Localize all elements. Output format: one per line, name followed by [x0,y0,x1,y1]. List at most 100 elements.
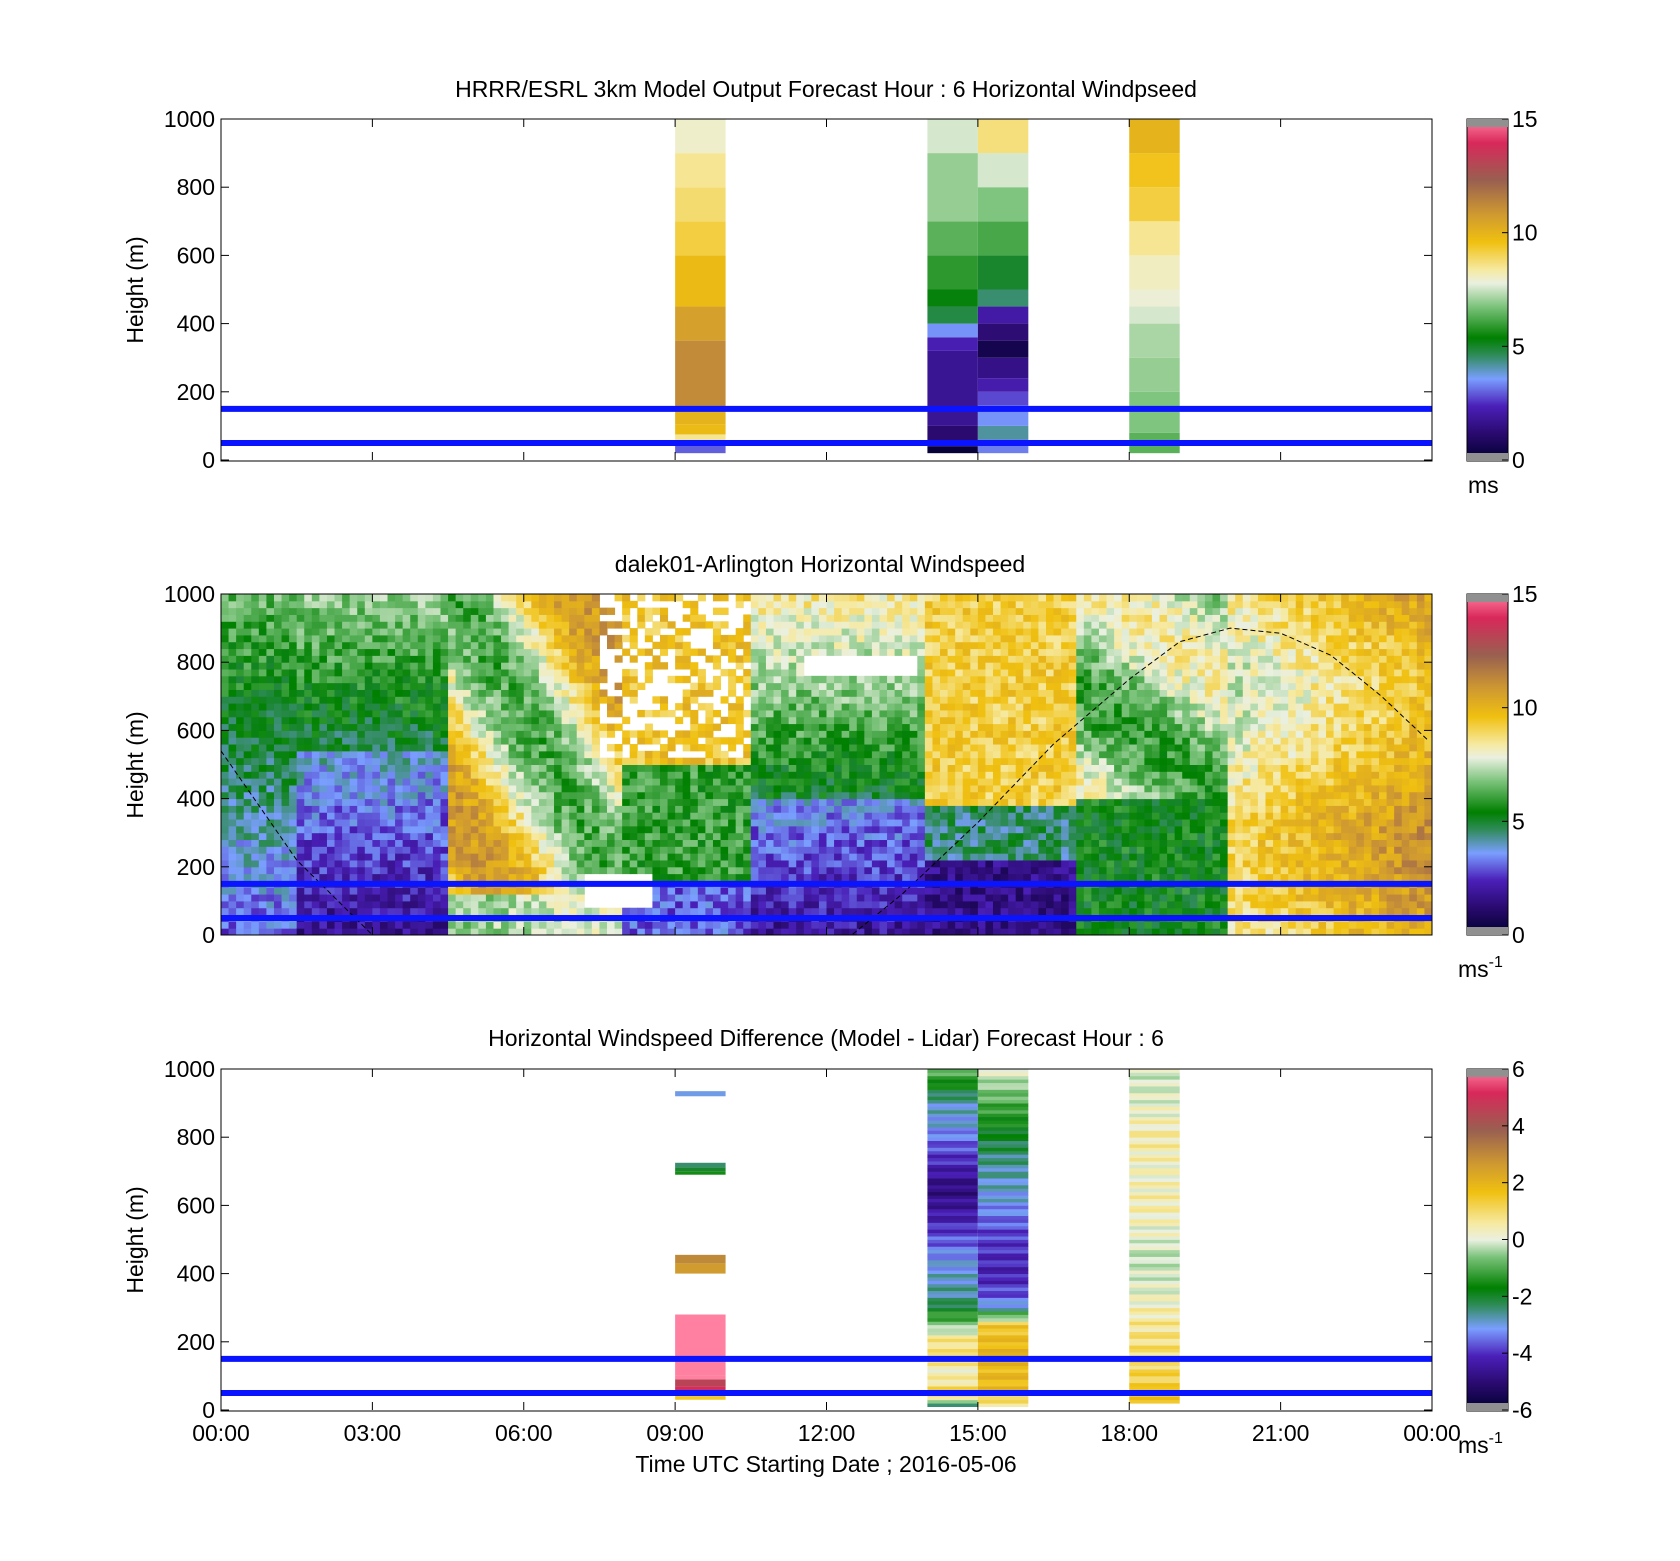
lidar-cell [917,634,926,643]
lidar-cell [425,928,434,935]
lidar-cell [304,607,313,615]
lidar-cell [470,696,479,704]
lidar-cell [818,832,827,841]
lidar-cell [463,662,472,670]
lidar-cell [955,805,964,813]
lidar-cell [410,798,419,806]
lidar-cell [266,819,275,827]
lidar-cell [720,866,729,875]
lidar-cell [349,675,358,684]
lidar-cell [228,696,237,704]
lidar-cell [501,682,510,690]
lidar-cell [803,737,812,745]
lidar-cell [955,655,964,663]
lidar-cell [357,839,366,847]
lidar-cell [417,784,426,793]
lidar-column [811,594,820,935]
lidar-cell [834,894,843,902]
lidar-column [243,594,252,935]
lidar-cell [932,614,941,622]
lidar-cell [432,900,441,909]
lidar-cell [372,723,381,731]
lidar-cell [455,655,464,663]
lidar-cell [236,696,245,704]
lidar-cell [501,669,510,677]
lidar-cell [591,805,600,813]
lidar-cell [334,784,343,793]
lidar-cell [221,778,230,786]
lidar-cell [985,825,994,834]
lidar-cell [342,839,351,847]
lidar-cell [485,839,494,847]
lidar-cell [750,825,759,834]
lidar-cell [546,682,555,690]
lidar-cell [584,784,593,793]
lidar-cell [387,907,396,916]
lidar-cell [909,744,918,752]
lidar-cell [584,594,593,602]
lidar-cell [887,607,896,615]
lidar-cell [501,600,510,609]
lidar-cell [304,709,313,718]
lidar-cell [326,641,336,650]
lidar-cell [523,798,532,806]
lidar-cell [667,594,676,602]
lidar-cell [818,648,827,656]
lidar-cell [902,784,911,793]
lidar-cell [584,648,593,656]
lidar-cell [834,784,843,793]
lidar-cell [463,689,472,697]
lidar-cell [561,853,570,861]
lidar-cell [221,621,230,629]
lidar-cell [425,866,434,875]
lidar-cell [448,866,457,875]
lidar-cell [425,907,434,916]
lidar-cell [379,819,389,827]
lidar-cell [432,812,441,820]
lidar-cell [349,791,358,800]
lidar-cell [841,621,850,629]
lidar-cell [304,628,313,636]
lidar-cell [561,819,570,827]
lidar-cell [440,716,449,725]
lidar-cell [796,778,805,786]
lidar-cell [379,744,389,752]
lidar-cell [652,655,661,663]
lidar-cell [289,730,298,738]
lidar-cell [523,812,532,820]
lidar-cell [236,703,245,711]
lidar-cell [977,648,986,656]
lidar-cell [902,696,911,704]
lidar-cell [266,669,275,677]
lidar-cell [554,771,563,779]
lidar-cell [879,771,888,779]
lidar-cell [243,641,252,650]
lidar-cell [841,839,850,847]
lidar-cell [765,887,775,895]
lidar-cell [342,894,351,902]
lidar-cell [977,628,986,636]
lidar-cell [364,900,373,909]
lidar-cell [765,614,775,622]
lidar-cell [470,928,479,935]
lidar-cell [357,887,366,895]
lidar-cell [917,648,926,656]
lidar-cell [311,839,320,847]
lidar-cell [765,853,775,861]
lidar-cell [781,607,790,615]
lidar-cell [818,600,827,609]
lidar-cell [690,778,699,786]
lidar-cell [516,866,525,875]
lidar-cell [652,709,661,718]
lidar-cell [501,744,510,752]
lidar-cell [266,621,275,629]
lidar-cell [296,634,305,643]
lidar-cell [985,873,994,881]
lidar-cell [221,614,230,622]
lidar-cell [932,825,941,834]
lidar-cell [735,655,744,663]
lidar-cell [803,791,812,800]
lidar-cell [818,771,827,779]
lidar-cell [569,723,578,731]
lidar-cell [811,703,820,711]
